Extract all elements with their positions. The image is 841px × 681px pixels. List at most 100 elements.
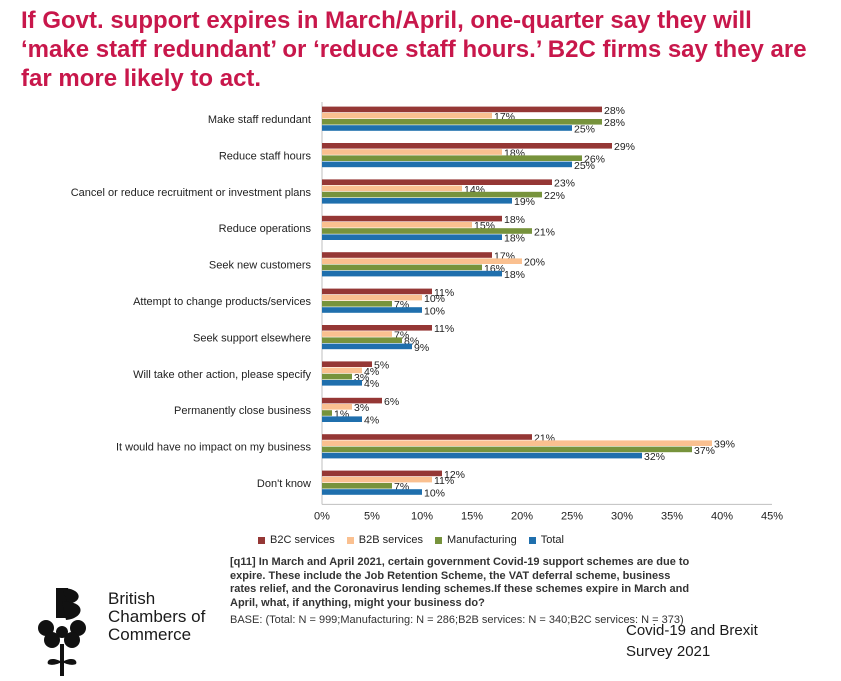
bar-b2b-services-don-t-know [322, 476, 432, 483]
legend-label-b2c: B2C services [270, 534, 335, 546]
bar-manufacturing-seek-support-elsewhere [322, 337, 402, 343]
bar-b2b-services-will-take-other-action-please-specify [322, 367, 362, 374]
data-label-total-it-would-have-no-impact-on-my-business: 32% [644, 451, 665, 463]
data-label-b2c-services-attempt-to-change-products-services: 11% [434, 287, 454, 299]
bar-chart: 0% 5% 10% 15% 20% 25% 30% 35% 40% 45% Make staff r… [71, 102, 783, 522]
logo-line-2: Chambers of [108, 607, 206, 626]
bar-manufacturing-make-staff-redundant [322, 119, 602, 125]
data-label-total-will-take-other-action-please-specify: 4% [364, 378, 379, 390]
bar-b2c-services-cancel-or-reduce-recruitment-or-investment-plans [322, 179, 552, 185]
bar-b2c-services-don-t-know [322, 470, 442, 477]
bar-b2c-services-reduce-operations [322, 215, 502, 222]
data-label-b2b-services-don-t-know: 11% [434, 475, 454, 487]
bar-manufacturing-cancel-or-reduce-recruitment-or-investment-plans [322, 191, 542, 198]
bar-manufacturing-attempt-to-change-products-services [322, 301, 392, 307]
category-label-reduce-staff-hours: Reduce staff hours [219, 150, 312, 162]
legend-item-total: Total [528, 534, 564, 546]
bar-b2b-services-permanently-close-business [322, 404, 352, 410]
base-note: BASE: (Total: N = 999;Manufacturing: N =… [230, 614, 684, 626]
legend-item-manufacturing: Manufacturing [435, 534, 517, 546]
bar-total-reduce-staff-hours [322, 161, 572, 168]
chart-title: If Govt. support expires in March/April,… [21, 7, 807, 92]
bar-b2b-services-reduce-operations [322, 222, 472, 228]
x-tick-label: 45% [761, 510, 783, 522]
legend-swatch-total [528, 536, 536, 544]
chart-legend: B2C services B2B services Manufacturing … [258, 534, 564, 546]
data-label-b2c-services-seek-support-elsewhere: 11% [434, 323, 454, 335]
data-label-total-permanently-close-business: 4% [364, 415, 379, 427]
data-label-b2c-services-permanently-close-business: 6% [384, 396, 399, 408]
bar-total-it-would-have-no-impact-on-my-business [322, 452, 642, 459]
bar-total-seek-support-elsewhere [322, 343, 412, 350]
bar-b2c-services-reduce-staff-hours [322, 143, 612, 149]
data-label-manufacturing-reduce-staff-hours: 26% [584, 154, 605, 166]
category-label-permanently-close-business: Permanently close business [174, 405, 311, 417]
legend-swatch-b2c [258, 536, 265, 544]
bar-b2c-services-seek-support-elsewhere [322, 325, 432, 331]
data-label-total-seek-support-elsewhere: 9% [414, 342, 429, 354]
x-tick-label: 40% [711, 510, 733, 522]
bar-total-will-take-other-action-please-specify [322, 380, 362, 386]
bar-b2b-services-seek-support-elsewhere [322, 331, 392, 337]
data-label-b2c-services-reduce-operations: 18% [504, 214, 525, 226]
bar-b2c-services-seek-new-customers [322, 252, 492, 258]
bar-total-make-staff-redundant [322, 125, 572, 131]
category-label-will-take-other-action-please-specify: Will take other action, please specify [133, 369, 311, 381]
legend-swatch-b2b [346, 536, 354, 544]
bar-manufacturing-will-take-other-action-please-specify [322, 373, 352, 380]
data-label-total-seek-new-customers: 18% [504, 269, 525, 281]
survey-question: [q11] In March and April 2021, certain g… [230, 556, 690, 609]
data-label-total-cancel-or-reduce-recruitment-or-investment-plans: 19% [514, 196, 535, 208]
bar-manufacturing-don-t-know [322, 483, 392, 489]
x-tick-label: 30% [611, 510, 633, 522]
bar-total-attempt-to-change-products-services [322, 307, 422, 313]
data-label-total-reduce-staff-hours: 25% [574, 160, 595, 172]
bar-manufacturing-seek-new-customers [322, 264, 482, 271]
category-label-don-t-know: Don't know [257, 478, 311, 490]
legend-item-b2c: B2C services [258, 534, 335, 546]
category-label-attempt-to-change-products-services: Attempt to change products/services [133, 296, 311, 308]
data-label-b2c-services-will-take-other-action-please-specify: 5% [374, 360, 389, 372]
bar-b2b-services-attempt-to-change-products-services [322, 294, 422, 301]
bar-b2c-services-will-take-other-action-please-specify [322, 361, 372, 367]
bar-total-permanently-close-business [322, 416, 362, 422]
survey-line-2: Survey 2021 [626, 643, 711, 660]
data-label-manufacturing-make-staff-redundant: 28% [604, 117, 625, 129]
data-label-b2b-services-will-take-other-action-please-specify: 4% [364, 366, 379, 378]
category-label-reduce-operations: Reduce operations [219, 223, 312, 235]
legend-item-b2b: B2B services [346, 534, 423, 546]
data-label-manufacturing-it-would-have-no-impact-on-my-business: 37% [694, 445, 715, 457]
data-label-manufacturing-reduce-operations: 21% [534, 226, 555, 238]
data-label-b2b-services-permanently-close-business: 3% [354, 402, 369, 414]
data-label-b2c-services-make-staff-redundant: 28% [604, 105, 625, 117]
bar-b2c-services-attempt-to-change-products-services [322, 288, 432, 295]
x-tick-label: 0% [314, 510, 330, 522]
data-label-b2b-services-seek-new-customers: 20% [524, 257, 545, 269]
bar-b2b-services-it-would-have-no-impact-on-my-business [322, 440, 712, 446]
legend-label-total: Total [540, 534, 564, 546]
category-label-cancel-or-reduce-recruitment-or-investment-plans: Cancel or reduce recruitment or investme… [71, 187, 312, 199]
bar-b2b-services-seek-new-customers [322, 258, 522, 264]
category-label-it-would-have-no-impact-on-my-business: It would have no impact on my business [116, 442, 312, 454]
data-label-b2c-services-reduce-staff-hours: 29% [614, 141, 635, 153]
footnote: [q11] In March and April 2021, certain g… [230, 556, 692, 628]
data-label-total-don-t-know: 10% [424, 487, 445, 499]
data-label-b2c-services-cancel-or-reduce-recruitment-or-investment-plans: 23% [554, 178, 575, 190]
x-tick-label: 35% [661, 510, 683, 522]
logo-line-1: British [108, 589, 156, 608]
bar-manufacturing-permanently-close-business [322, 410, 332, 416]
bar-total-don-t-know [322, 489, 422, 495]
legend-label-b2b: B2B services [358, 534, 423, 546]
bar-manufacturing-reduce-operations [322, 228, 532, 234]
category-label-seek-support-elsewhere: Seek support elsewhere [193, 332, 311, 344]
x-tick-label: 5% [364, 510, 380, 522]
category-label-seek-new-customers: Seek new customers [209, 260, 312, 272]
data-label-b2b-services-it-would-have-no-impact-on-my-business: 39% [714, 439, 735, 451]
data-label-total-make-staff-redundant: 25% [574, 123, 595, 135]
survey-line-1: Covid-19 and Brexit [626, 622, 758, 639]
data-label-manufacturing-cancel-or-reduce-recruitment-or-investment-plans: 22% [544, 190, 565, 202]
survey-label: Covid-19 and Brexit Survey 2021 [626, 620, 758, 662]
x-tick-label: 15% [461, 510, 483, 522]
bar-manufacturing-reduce-staff-hours [322, 155, 582, 161]
logo-line-3: Commerce [108, 625, 192, 644]
